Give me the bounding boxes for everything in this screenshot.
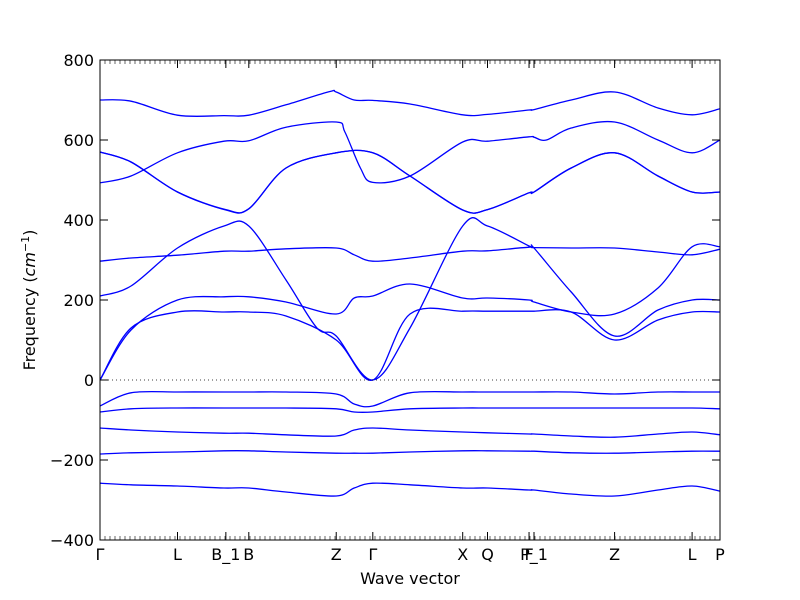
y-tick-label: −400 (50, 531, 94, 550)
band-line-8 (99, 307, 721, 381)
y-tick-label: 400 (63, 211, 94, 230)
band-line-5 (99, 217, 721, 381)
band-line-7 (99, 243, 721, 381)
band-curves (99, 89, 721, 497)
y-tick-label: 200 (63, 291, 94, 310)
y-tick-label: −200 (50, 451, 94, 470)
x-tick-label: F (524, 545, 533, 564)
x-tick-label: X (457, 545, 468, 564)
y-tick-label: 600 (63, 131, 94, 150)
band-line-13 (99, 482, 721, 497)
y-tick-label: 800 (63, 51, 94, 70)
y-tick-label: 0 (84, 371, 94, 390)
x-tick-label: Γ (96, 545, 105, 564)
y-axis-label-exponent: −1 (19, 236, 32, 252)
band-line-11 (99, 427, 721, 438)
band-line-12 (99, 450, 721, 455)
y-axis-label-unit: cm (20, 252, 39, 276)
band-line-10 (99, 407, 721, 414)
x-axis-label: Wave vector (360, 569, 460, 588)
band-line-9 (99, 390, 720, 408)
x-tick-label: P (715, 545, 725, 564)
x-tick-label: Z (609, 545, 620, 564)
x-tick-label: Z (331, 545, 342, 564)
band-line-2 (99, 120, 721, 184)
plot-frame (99, 59, 721, 541)
x-tick-label: L (688, 545, 697, 564)
x-tick-label: L (173, 545, 182, 564)
y-axis-label: Frequency (cm−1) (19, 230, 39, 371)
band-line-1 (99, 89, 721, 118)
band-line-6 (99, 246, 721, 262)
x-tick-label: P_1 (520, 545, 548, 565)
x-tick-label: Γ (368, 545, 377, 564)
y-axis-label-prefix: Frequency ( (20, 276, 39, 370)
x-tick-label: Q (481, 545, 494, 564)
y-axis-label-suffix: ) (20, 230, 39, 236)
band-line-4 (99, 149, 721, 214)
x-tick-label: B_1 (211, 545, 240, 565)
band-line-3 (99, 149, 721, 214)
x-tick-label: B (243, 545, 254, 564)
